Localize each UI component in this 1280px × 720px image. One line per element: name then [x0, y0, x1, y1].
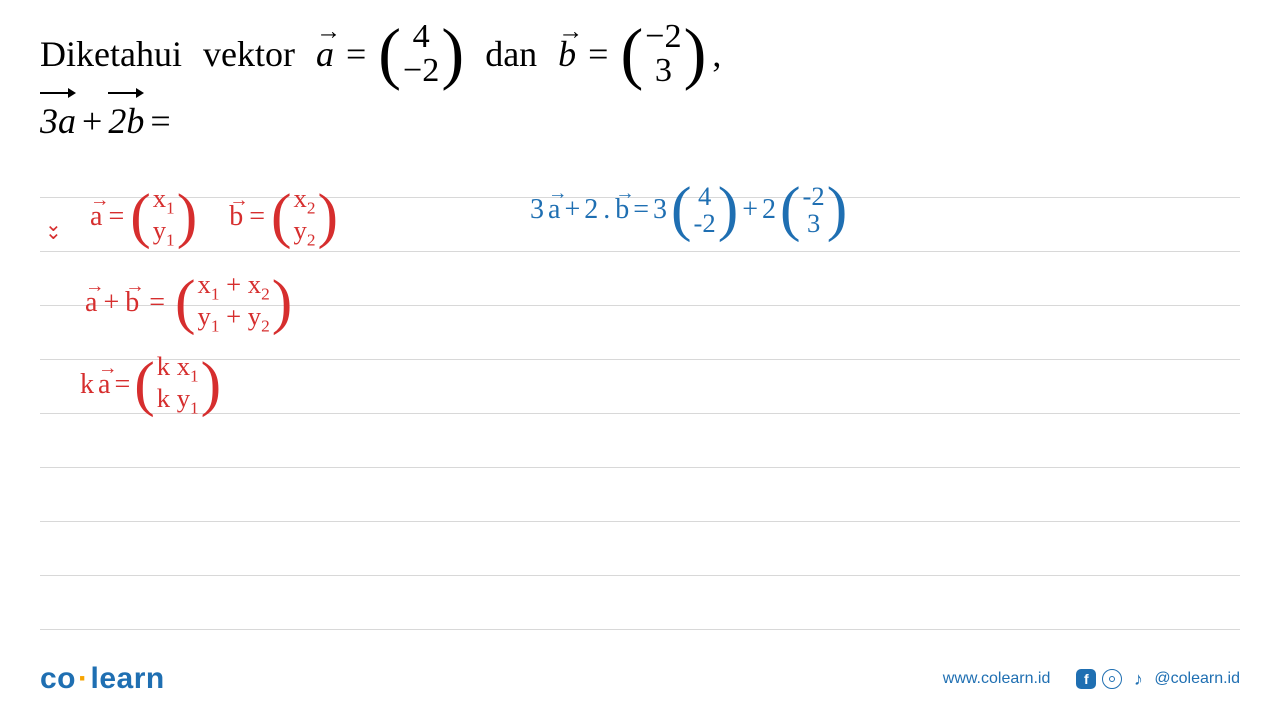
equals-3: = — [150, 94, 170, 148]
red-matrix-k: ( k x1 k y1 ) — [134, 353, 221, 416]
brand-logo: co·learn — [40, 662, 165, 696]
word-dan: dan — [485, 27, 537, 81]
social-handle: @colearn.id — [1154, 670, 1240, 688]
red-row-2: a + b = ( x1 + x2 y1 + y2 — [85, 271, 292, 334]
tiktok-icon: ♪ — [1128, 669, 1148, 689]
red-marker: ⌄ ⌄ — [45, 203, 80, 235]
red-vec-a: a — [90, 201, 102, 233]
red-matrix-a: ( x1 y1 ) — [130, 185, 197, 248]
red-row-1: a = ( x1 y1 ) b = ( x2 y2 ) — [90, 185, 338, 248]
logo-dot: · — [76, 662, 91, 695]
footer-right: www.colearn.id f ♪ @colearn.id — [943, 669, 1240, 689]
red-matrix-b: ( x2 y2 ) — [271, 185, 338, 248]
logo-co: co — [40, 662, 76, 695]
footer-url: www.colearn.id — [943, 670, 1051, 688]
vector-b: b — [558, 27, 576, 81]
vector-a: a — [316, 27, 334, 81]
a-bot: −2 — [403, 54, 439, 88]
equals-2: = — [588, 27, 608, 81]
blue-matrix-1: ( 4 -2 ) — [671, 183, 738, 236]
b-bot: 3 — [655, 54, 672, 88]
equals: = — [346, 27, 366, 81]
problem-line-1: Diketahui vektor a = ( 4 −2 ) dan b = ( — [40, 20, 1240, 88]
red-row-3: k a = ( k x1 k y1 ) — [80, 353, 221, 416]
word-vektor: vektor — [203, 27, 295, 81]
double-chevron-icon: ⌄ ⌄ — [45, 221, 62, 237]
problem-statement: Diketahui vektor a = ( 4 −2 ) dan b = ( — [40, 20, 1240, 148]
comma: , — [712, 27, 721, 81]
blue-row: 3 a + 2 . b = 3 ( 4 -2 ) + 2 ( -2 — [530, 183, 847, 236]
red-matrix-sum: ( x1 + x2 y1 + y2 ) — [175, 271, 292, 334]
red-vec-b: b — [229, 201, 243, 233]
word-diketahui: Diketahui — [40, 27, 182, 81]
facebook-icon: f — [1076, 669, 1096, 689]
social-group: f ♪ @colearn.id — [1076, 669, 1240, 689]
b-top: −2 — [645, 20, 681, 54]
plus: + — [82, 94, 102, 148]
matrix-a: ( 4 −2 ) — [378, 20, 464, 88]
instagram-icon — [1102, 669, 1122, 689]
vec-3a: 3a — [40, 94, 76, 148]
a-top: 4 — [413, 20, 430, 54]
vec-2b: 2b — [108, 94, 144, 148]
problem-line-2: 3a + 2b = — [40, 94, 1240, 148]
blue-matrix-2: ( -2 3 ) — [780, 183, 847, 236]
footer: co·learn www.colearn.id f ♪ @colearn.id — [40, 662, 1240, 696]
matrix-b: ( −2 3 ) — [620, 20, 706, 88]
logo-learn: learn — [91, 662, 165, 695]
